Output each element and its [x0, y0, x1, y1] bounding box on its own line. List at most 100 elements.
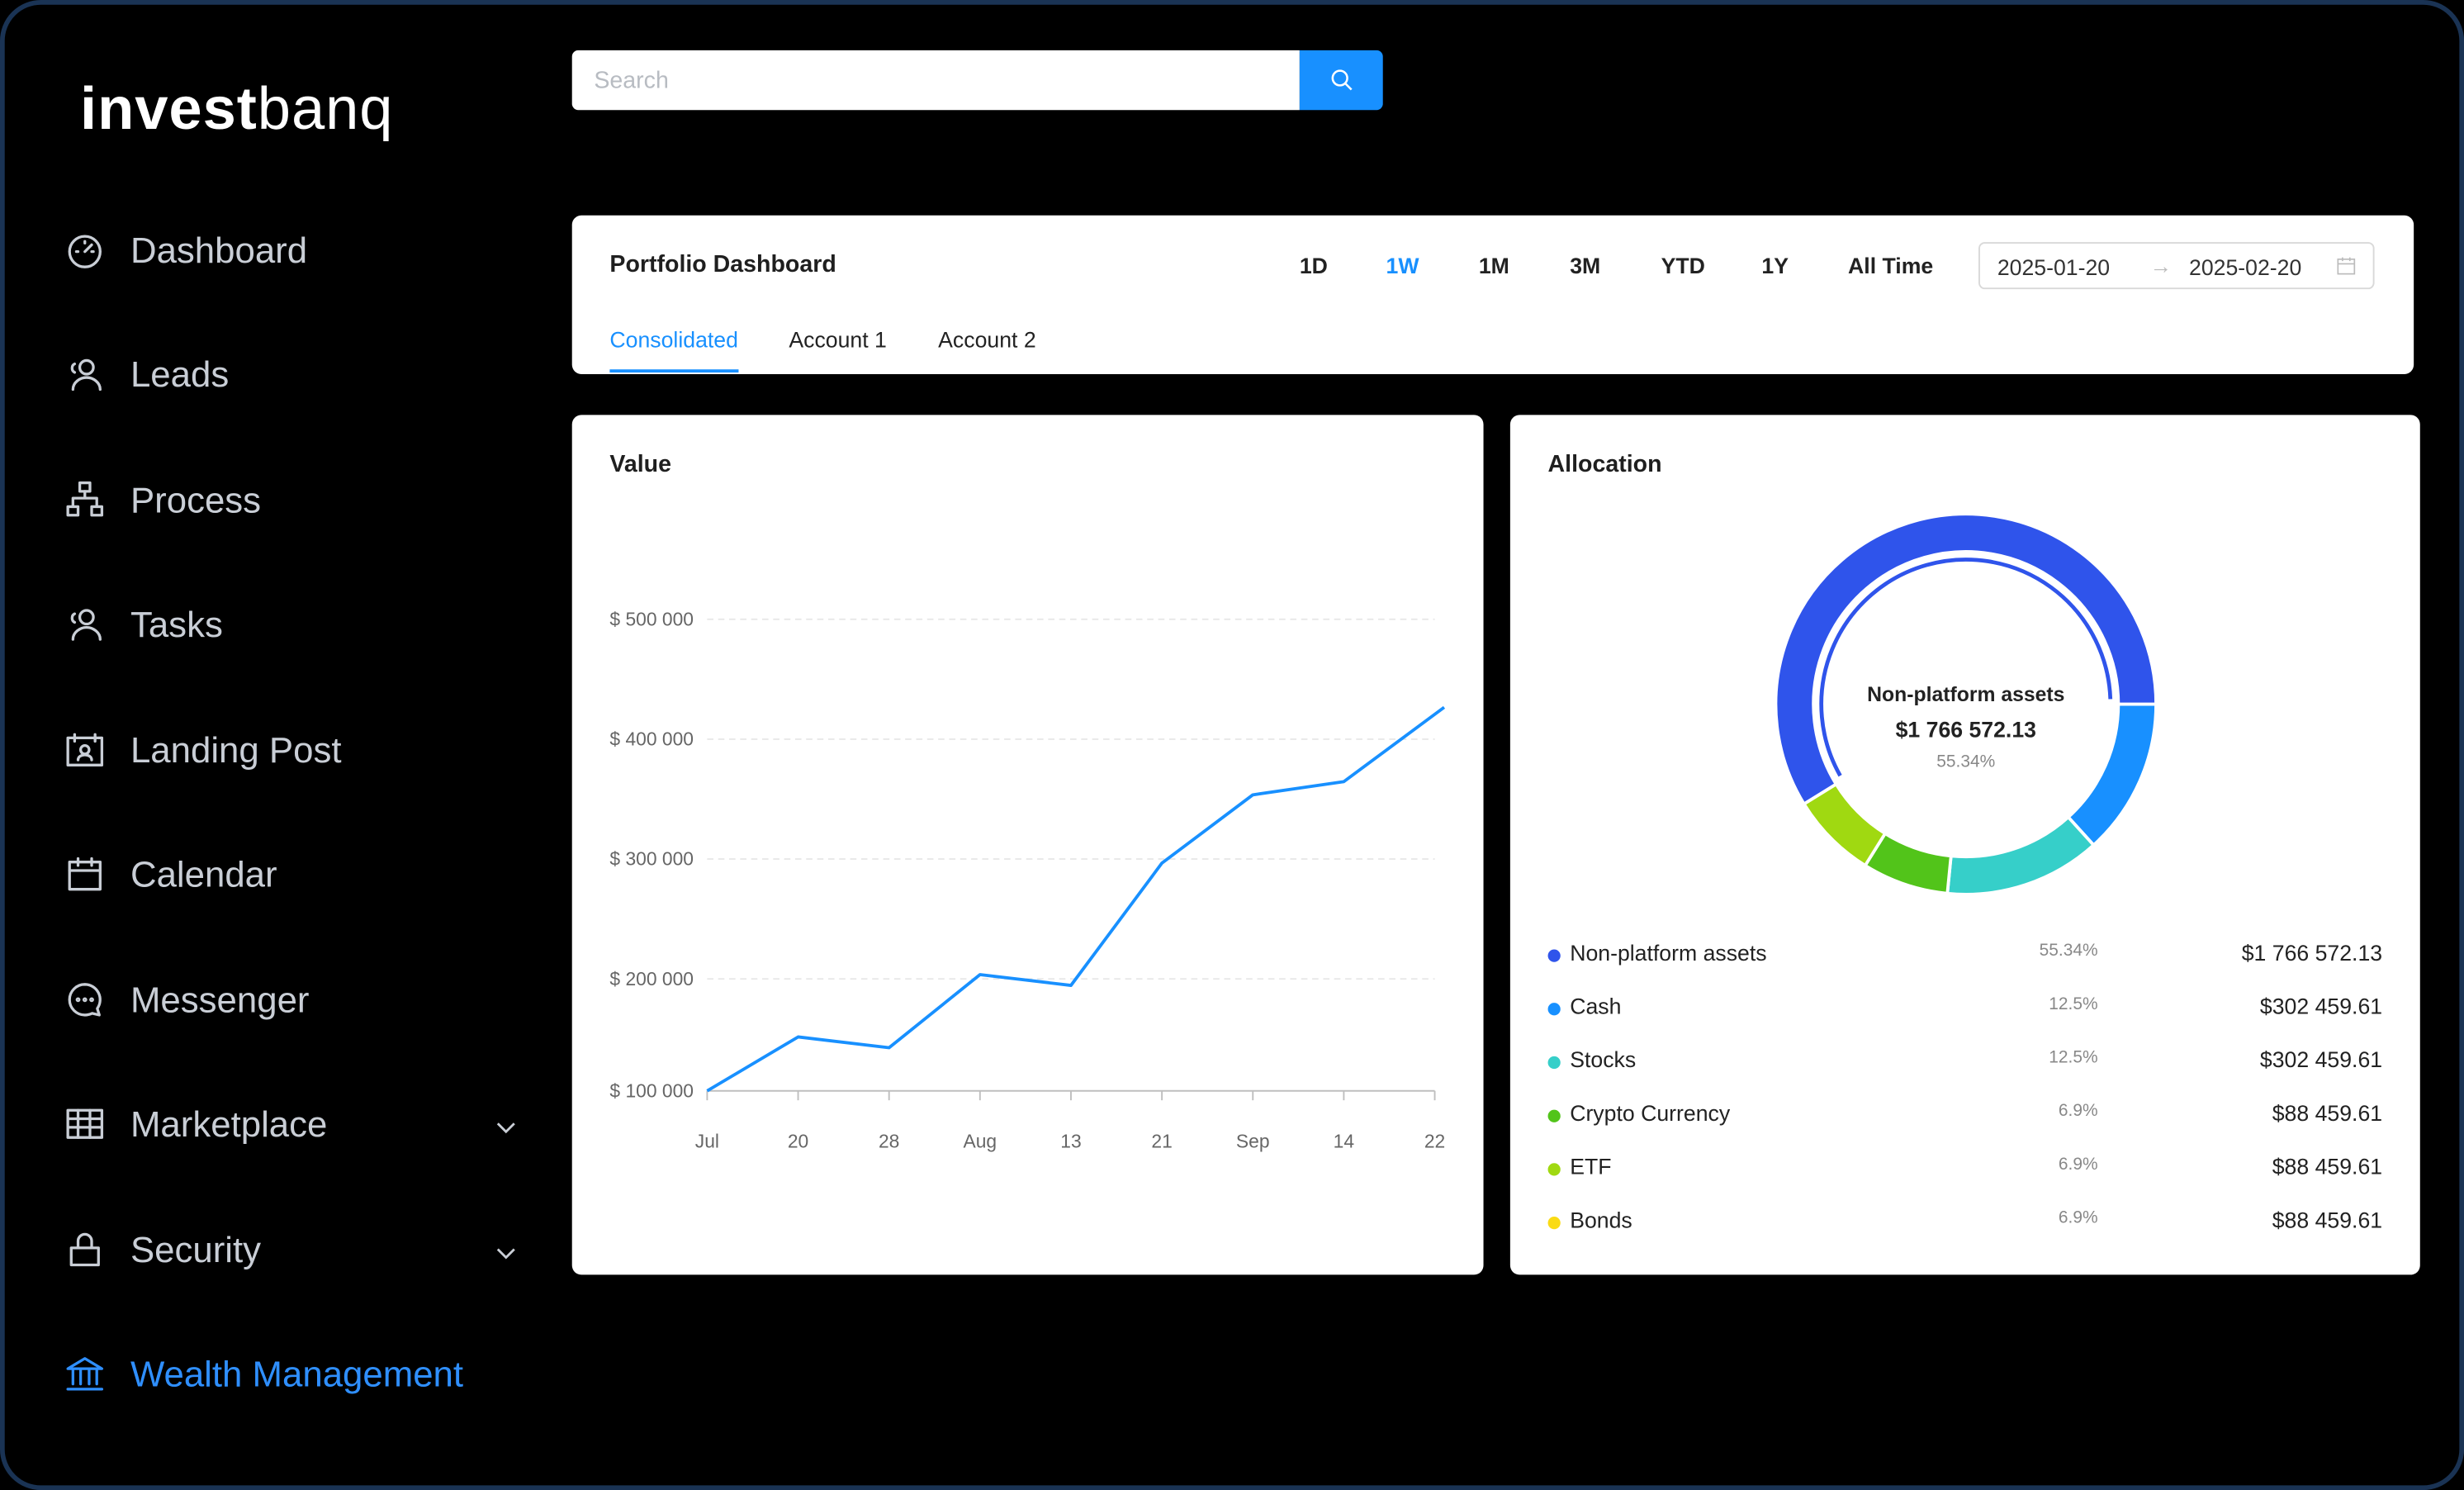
legend-dot — [1547, 949, 1561, 962]
calendar-icon — [64, 853, 105, 894]
allocation-title: Allocation — [1547, 451, 1662, 478]
data-point[interactable] — [976, 970, 984, 979]
bank-icon — [64, 1354, 105, 1394]
donut-slice[interactable] — [1774, 512, 2158, 806]
sidebar-item-label: Calendar — [130, 852, 277, 894]
y-tick-label: $ 200 000 — [609, 968, 694, 989]
legend-name: Stocks — [1570, 1046, 1637, 1072]
search-input[interactable] — [571, 50, 1300, 111]
sidebar-item-dashboard[interactable]: Dashboard — [64, 219, 524, 282]
period-3m[interactable]: 3M — [1570, 253, 1601, 278]
legend-percent: 6.9% — [2058, 1102, 2098, 1121]
period-ytd[interactable]: YTD — [1661, 253, 1705, 278]
sidebar-item-label: Wealth Management — [130, 1352, 464, 1394]
donut-center-value: $1 766 572.13 — [1895, 716, 2036, 743]
x-tick-label: Aug — [964, 1130, 997, 1151]
calendar-icon — [2335, 254, 2357, 277]
data-point[interactable] — [1158, 859, 1166, 867]
x-tick-label: 22 — [1424, 1130, 1445, 1151]
tab-account-1[interactable]: Account 1 — [789, 326, 887, 353]
tab-consolidated[interactable]: Consolidated — [609, 326, 738, 353]
sidebar-item-label: Messenger — [130, 978, 310, 1020]
legend-dot — [1547, 1003, 1561, 1016]
period-all-time[interactable]: All Time — [1848, 253, 1934, 278]
period-1w[interactable]: 1W — [1386, 253, 1419, 278]
period-1m[interactable]: 1M — [1478, 253, 1509, 278]
date-to[interactable]: 2025-02-20 — [2189, 254, 2302, 280]
period-1y[interactable]: 1Y — [1761, 253, 1789, 278]
donut-center-label: Non-platform assets — [1867, 681, 2065, 706]
legend-dot — [1547, 1163, 1561, 1176]
legend-dot — [1547, 1109, 1561, 1122]
app-logo[interactable]: investbanq — [80, 77, 393, 143]
legend-value: $88 459.61 — [2272, 1100, 2383, 1126]
period-1d[interactable]: 1D — [1299, 253, 1328, 278]
legend-value: $88 459.61 — [2272, 1153, 2383, 1179]
data-point[interactable] — [794, 1033, 803, 1042]
portfolio-header-card: Portfolio Dashboard 1D 1W 1M 3M YTD 1Y A… — [571, 215, 2414, 374]
donut-slice[interactable] — [1945, 814, 2097, 896]
lock-icon — [64, 1229, 105, 1269]
data-point[interactable] — [885, 1044, 893, 1052]
legend-value: $1 766 572.13 — [2241, 940, 2383, 966]
data-point[interactable] — [704, 1087, 712, 1095]
legend-item[interactable]: Stocks 12.5% $302 459.61 — [1547, 1046, 2383, 1078]
y-tick-label: $ 100 000 — [609, 1080, 694, 1101]
sidebar-item-label: Marketplace — [130, 1103, 328, 1144]
sidebar-item-landing-post[interactable]: Landing Post — [64, 719, 524, 781]
sidebar-item-calendar[interactable]: Calendar — [64, 842, 524, 905]
id-card-icon — [64, 729, 105, 770]
value-series-line[interactable] — [706, 705, 1446, 1093]
sidebar-item-tasks[interactable]: Tasks — [64, 592, 524, 655]
sidebar-item-label: Security — [130, 1228, 262, 1269]
allocation-card: Allocation Non-platform assets $1 766 57… — [1509, 415, 2420, 1275]
legend-percent: 6.9% — [2058, 1155, 2098, 1174]
grid-icon — [64, 1103, 105, 1144]
sidebar-item-leads[interactable]: Leads — [64, 343, 524, 406]
legend-name: Crypto Currency — [1570, 1100, 1731, 1126]
user-check-icon — [64, 604, 105, 644]
x-tick-label: 21 — [1151, 1130, 1172, 1151]
chevron-down-icon[interactable] — [492, 1234, 520, 1262]
data-point[interactable] — [1340, 778, 1348, 786]
date-range-picker[interactable]: 2025-01-20 → 2025-02-20 — [1978, 242, 2375, 290]
logo-bold: invest — [80, 77, 258, 144]
x-tick-label: 13 — [1060, 1130, 1081, 1151]
legend-percent: 12.5% — [2049, 1048, 2098, 1068]
search-button[interactable] — [1299, 50, 1383, 111]
legend-name: Bonds — [1570, 1207, 1632, 1233]
y-tick-label: $ 400 000 — [609, 728, 694, 750]
active-tab-indicator — [609, 369, 739, 373]
legend-item[interactable]: Crypto Currency 6.9% $88 459.61 — [1547, 1100, 2383, 1132]
y-tick-label: $ 300 000 — [609, 848, 694, 870]
legend-dot — [1547, 1216, 1561, 1230]
hierarchy-icon — [64, 479, 105, 520]
date-from[interactable]: 2025-01-20 — [1997, 254, 2111, 280]
page-title: Portfolio Dashboard — [609, 251, 836, 278]
sidebar-item-label: Tasks — [130, 602, 223, 644]
legend-value: $302 459.61 — [2259, 1046, 2383, 1072]
chevron-down-icon[interactable] — [492, 1108, 520, 1136]
sidebar-item-wealth-management[interactable]: Wealth Management — [64, 1342, 524, 1405]
legend-percent: 6.9% — [2058, 1208, 2098, 1228]
tab-account-2[interactable]: Account 2 — [938, 326, 1036, 353]
legend-item[interactable]: Bonds 6.9% $88 459.61 — [1547, 1207, 2383, 1239]
data-point[interactable] — [1249, 791, 1257, 800]
legend-value: $302 459.61 — [2259, 993, 2383, 1019]
chat-bubble-icon — [64, 980, 105, 1020]
sidebar-item-messenger[interactable]: Messenger — [64, 968, 524, 1031]
data-point[interactable] — [1440, 704, 1448, 712]
legend-item[interactable]: Non-platform assets 55.34% $1 766 572.13 — [1547, 940, 2383, 971]
sidebar-item-process[interactable]: Process — [64, 468, 524, 531]
legend-item[interactable]: Cash 12.5% $302 459.61 — [1547, 993, 2383, 1025]
allocation-donut-chart — [1774, 512, 2158, 896]
data-point[interactable] — [1067, 981, 1075, 989]
sidebar-item-marketplace[interactable]: Marketplace — [64, 1093, 524, 1155]
legend-item[interactable]: ETF 6.9% $88 459.61 — [1547, 1153, 2383, 1185]
user-icon — [64, 354, 105, 394]
sidebar-item-label: Process — [130, 478, 262, 520]
sidebar-item-security[interactable]: Security — [64, 1218, 524, 1281]
legend-name: Non-platform assets — [1570, 940, 1767, 966]
legend-value: $88 459.61 — [2272, 1207, 2383, 1233]
